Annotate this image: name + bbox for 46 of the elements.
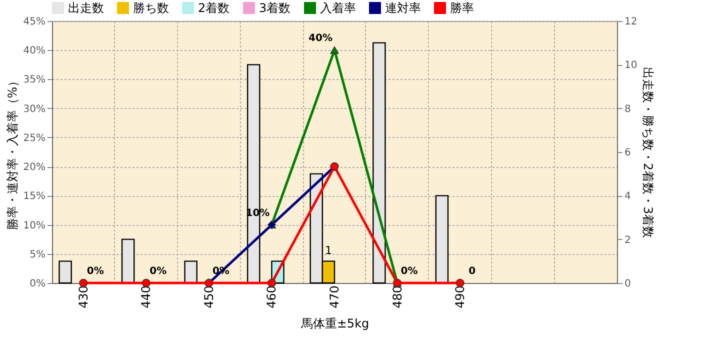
legend-label: 2着数: [198, 1, 230, 15]
y2-axis-title: 出走数・勝ち数・2着数・3着数: [641, 66, 656, 238]
y-tick-label: 15%: [23, 191, 46, 202]
bar: [58, 260, 72, 284]
data-label: 0: [468, 266, 476, 277]
legend-label: 3着数: [259, 1, 291, 15]
bar: [372, 42, 386, 284]
y-tick-label: 40%: [23, 46, 46, 57]
x-tick-label: 450: [202, 286, 216, 308]
bar: [121, 238, 135, 284]
y2-tick-label: 0: [624, 278, 631, 290]
data-label: 0%: [400, 266, 418, 277]
y-tick-label: 10%: [23, 220, 46, 232]
data-label: 0%: [86, 266, 104, 277]
y-axis-title: 勝率・連対率・入着率（%）: [5, 74, 20, 230]
bar: [184, 260, 198, 284]
legend-label: 入着率: [320, 1, 356, 15]
x-tick-label: 460: [264, 286, 279, 308]
legend-label: 出走数: [68, 1, 104, 15]
y-tick-label: 45%: [23, 16, 46, 28]
y-tick-label: 0%: [30, 278, 46, 290]
x-axis-title: 馬体重±5kg: [300, 316, 370, 330]
y2-tick-label: 10: [624, 60, 638, 72]
legend-label: 勝ち数: [133, 1, 169, 15]
y2-tick-label: 8: [624, 104, 631, 115]
data-label: 40%: [308, 33, 332, 44]
y2-tick-label: 12: [624, 16, 638, 28]
data-label: 1: [324, 244, 332, 258]
legend-label: 連対率: [385, 1, 421, 15]
y-tick-label: 35%: [23, 74, 46, 86]
y2-tick-label: 6: [624, 148, 631, 158]
x-tick-label: 430: [76, 286, 90, 308]
data-label: 0%: [150, 266, 167, 277]
point: [330, 46, 339, 54]
y-tick-label: 20%: [23, 162, 46, 174]
y2-tick-label: 4: [624, 191, 631, 202]
x-tick-label: 440: [139, 286, 154, 308]
x-tick-label: 480: [390, 286, 404, 308]
x-tick-label: 470: [328, 286, 342, 308]
y-tick-label: 25%: [23, 132, 46, 144]
x-tick-label: 490: [453, 286, 468, 308]
y-tick-label: 30%: [23, 104, 46, 115]
y2-tick-label: 2: [624, 234, 631, 246]
y-tick-label: 5%: [30, 249, 46, 260]
legend-label: 勝率: [450, 1, 474, 15]
bar: [435, 195, 449, 284]
